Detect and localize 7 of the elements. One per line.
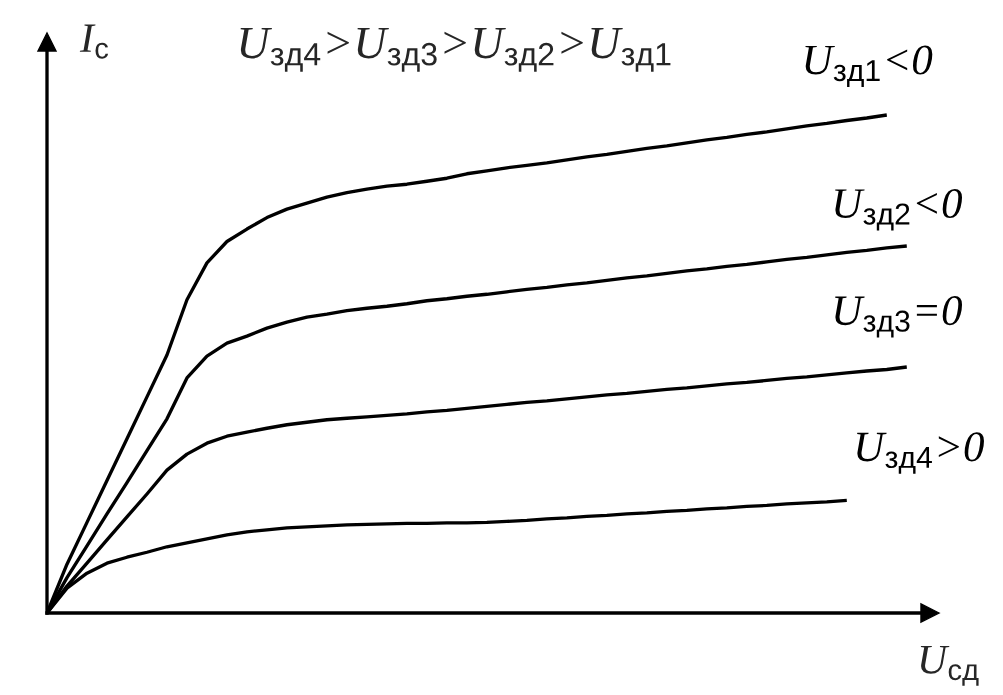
chart-title: U$_{зд4}$>U$_{зд3}$>U$_{зд2}$>U$_{зд1}$: [240, 28, 671, 72]
series-label: U$_{зд2}$<0: [835, 188, 963, 231]
series-label: U$_{зд1}$<0: [805, 45, 933, 87]
series-label: U$_{зд3}$=0: [835, 296, 963, 338]
x-axis-title: U$_{сд}$: [920, 646, 979, 686]
y-axis-title: I$_{с}$: [79, 24, 109, 59]
series-label: U$_{зд4}$>0: [857, 432, 984, 474]
